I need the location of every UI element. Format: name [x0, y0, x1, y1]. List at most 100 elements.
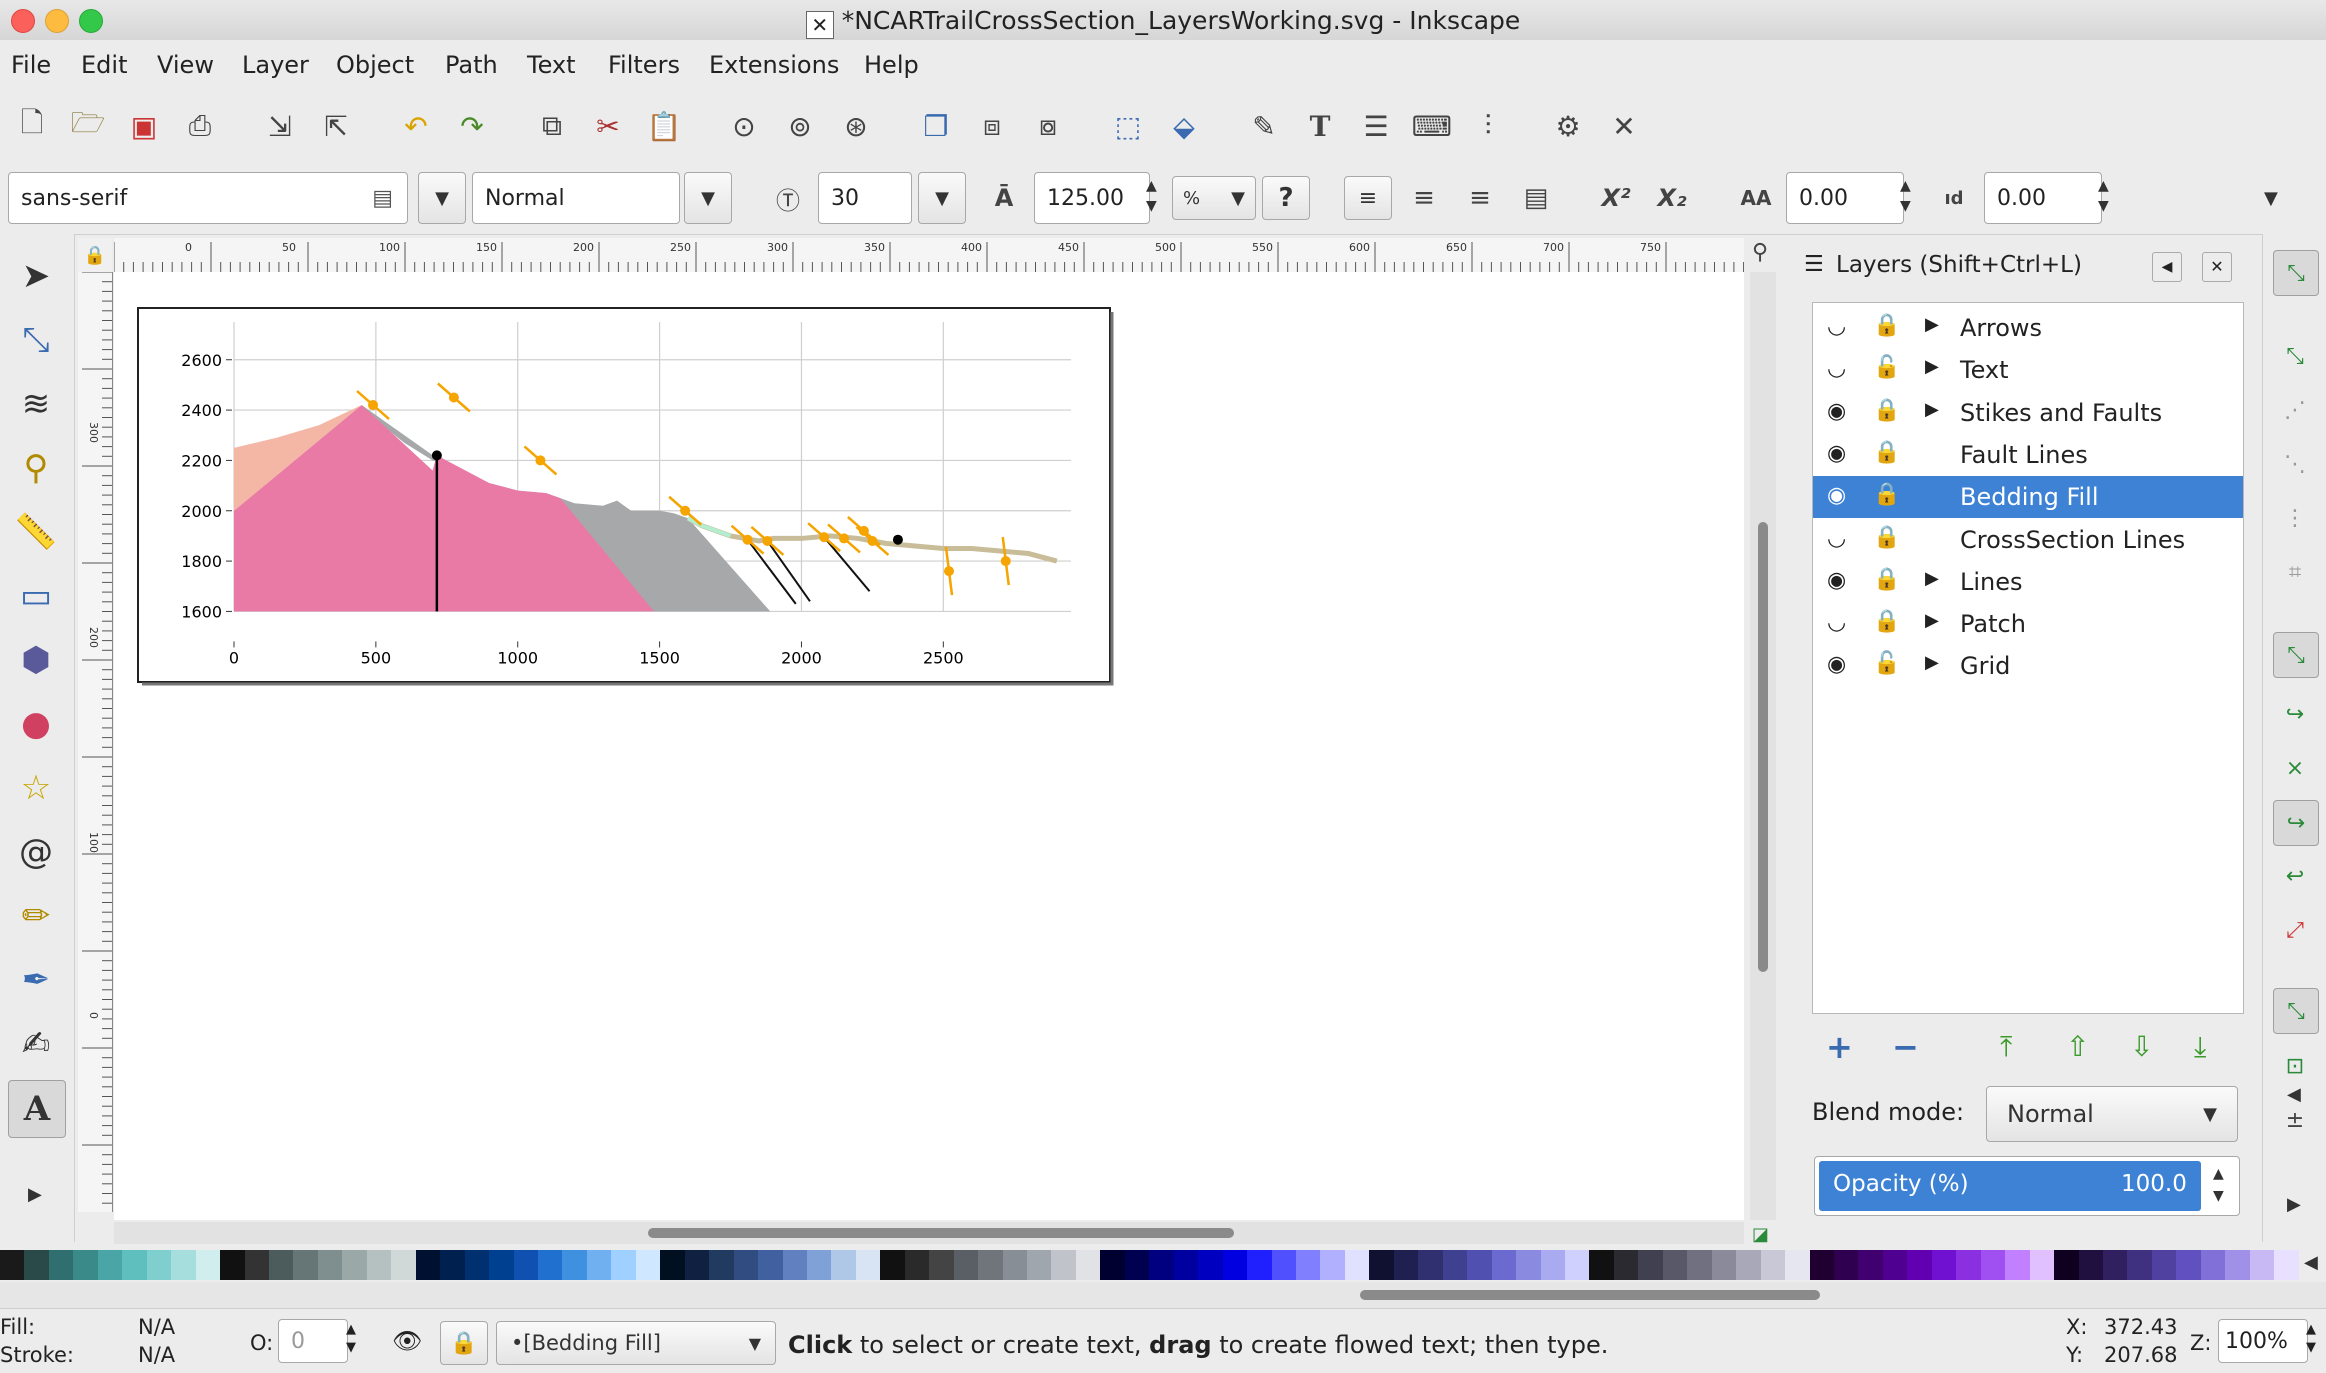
- star-tool-icon[interactable]: ☆: [20, 768, 52, 808]
- palette-swatch[interactable]: [733, 1250, 759, 1280]
- lower-to-bottom-icon[interactable]: ⤓: [2194, 1030, 2207, 1063]
- palette-swatch[interactable]: [1222, 1250, 1248, 1280]
- horizontal-scroll-thumb[interactable]: [648, 1228, 1234, 1238]
- palette-swatch[interactable]: [1565, 1250, 1590, 1280]
- palette-swatch[interactable]: [1467, 1250, 1492, 1280]
- snap-paths-icon[interactable]: ↪: [2285, 701, 2305, 727]
- subscript-icon[interactable]: X₂: [1657, 184, 1687, 212]
- blend-mode-select[interactable]: Normal ▼: [1986, 1086, 2238, 1142]
- zoom-input[interactable]: 100%: [2218, 1319, 2308, 1363]
- palette-swatch[interactable]: [1198, 1250, 1223, 1280]
- zoom-tool-icon[interactable]: ⚲: [23, 448, 49, 488]
- palette-swatch[interactable]: [1785, 1250, 1810, 1280]
- canvas[interactable]: 0 500 1000 1500 2000 2500 2600 2400 2200 2000 1800…: [114, 272, 1744, 1220]
- lock-icon[interactable]: 🔒: [1873, 439, 1901, 465]
- palette-swatch[interactable]: [2102, 1250, 2128, 1280]
- palette-swatch[interactable]: [1442, 1250, 1468, 1280]
- palette-swatch[interactable]: [1882, 1250, 1908, 1280]
- close-window-button[interactable]: [11, 9, 35, 33]
- palette-scrollbar[interactable]: [0, 1282, 2326, 1308]
- opacity-field[interactable]: Opacity (%) 100.0 ▲ ▼: [1814, 1156, 2240, 1216]
- layers-icon[interactable]: ☰: [1363, 109, 1389, 143]
- eye-icon[interactable]: ◉: [1827, 440, 1847, 466]
- color-palette[interactable]: [0, 1250, 2326, 1280]
- minimize-window-button[interactable]: [45, 9, 69, 33]
- export-icon[interactable]: ⇱: [324, 109, 348, 143]
- palette-swatch[interactable]: [1149, 1250, 1174, 1280]
- palette-swatch[interactable]: [489, 1250, 514, 1280]
- palette-swatch[interactable]: [1002, 1250, 1028, 1280]
- palette-swatch[interactable]: [1271, 1250, 1297, 1280]
- remove-layer-icon[interactable]: −: [1892, 1028, 1919, 1066]
- palette-scroll-thumb[interactable]: [1360, 1290, 1820, 1300]
- palette-swatch[interactable]: [1075, 1250, 1101, 1280]
- palette-swatch[interactable]: [929, 1250, 954, 1280]
- lock-icon[interactable]: 🔒: [1873, 397, 1901, 423]
- zoom-drawing-icon[interactable]: ⊚: [788, 109, 812, 143]
- palette-swatch[interactable]: [880, 1250, 905, 1280]
- palette-swatch[interactable]: [2054, 1250, 2079, 1280]
- menu-object[interactable]: Object: [336, 51, 415, 79]
- eye-closed-icon[interactable]: ◡: [1827, 314, 1847, 339]
- layer-row[interactable]: ◉ 🔓 ▶ Grid: [1813, 645, 2243, 687]
- palette-swatch[interactable]: [122, 1250, 147, 1280]
- lower-layer-icon[interactable]: ⇩: [2130, 1030, 2154, 1063]
- horizontal-scrollbar[interactable]: [114, 1222, 1744, 1244]
- palette-swatch[interactable]: [904, 1250, 930, 1280]
- menu-help[interactable]: Help: [864, 51, 919, 79]
- selector-tool-icon[interactable]: ➤: [21, 256, 51, 296]
- redo-icon[interactable]: ↷: [460, 109, 484, 143]
- palette-swatch[interactable]: [1907, 1250, 1932, 1280]
- opacity-stepper[interactable]: ▲ ▼: [2213, 1166, 2224, 1204]
- palette-swatch[interactable]: [171, 1250, 196, 1280]
- pencil-tool-icon[interactable]: ✏: [21, 896, 51, 936]
- fill-value[interactable]: N/A: [138, 1315, 176, 1339]
- palette-swatch[interactable]: [440, 1250, 465, 1280]
- palette-swatch[interactable]: [1051, 1250, 1076, 1280]
- eye-icon[interactable]: ◉: [1827, 652, 1847, 678]
- palette-swatch[interactable]: [268, 1250, 294, 1280]
- document-properties-icon[interactable]: ⚙: [1555, 109, 1581, 143]
- eye-closed-icon[interactable]: ◡: [1827, 525, 1847, 551]
- palette-swatch[interactable]: [1027, 1250, 1052, 1280]
- lock-icon[interactable]: 🔒: [1873, 313, 1901, 338]
- palette-swatch[interactable]: [1833, 1250, 1859, 1280]
- palette-swatch[interactable]: [562, 1250, 587, 1280]
- layer-row[interactable]: ◡ 🔓 ▶ Text: [1813, 349, 2243, 391]
- palette-swatch[interactable]: [97, 1250, 123, 1280]
- palette-swatch[interactable]: [366, 1250, 392, 1280]
- zoom-stepper[interactable]: ▲ ▼: [2306, 1322, 2316, 1355]
- palette-swatch[interactable]: [317, 1250, 343, 1280]
- calligraphy-tool-icon[interactable]: ✍: [21, 1024, 51, 1064]
- palette-swatch[interactable]: [1418, 1250, 1443, 1280]
- palette-swatch[interactable]: [2249, 1250, 2275, 1280]
- palette-swatch[interactable]: [2127, 1250, 2152, 1280]
- palette-swatch[interactable]: [391, 1250, 416, 1280]
- palette-swatch[interactable]: [1809, 1250, 1834, 1280]
- layer-visibility-eye-icon[interactable]: 👁: [392, 1327, 423, 1355]
- pen-tool-icon[interactable]: ✒: [21, 960, 51, 1000]
- zoom-corner-icon[interactable]: ⚲: [1752, 240, 1769, 265]
- fill-stroke-icon[interactable]: ✎: [1252, 109, 1276, 143]
- palette-swatch[interactable]: [1638, 1250, 1663, 1280]
- palette-swatch[interactable]: [195, 1250, 221, 1280]
- raise-to-top-icon[interactable]: ⤒: [2000, 1030, 2013, 1063]
- unlock-icon[interactable]: 🔓: [1873, 651, 1901, 677]
- font-family-dropdown-button[interactable]: ▼: [418, 172, 466, 224]
- eye-closed-icon[interactable]: ◡: [1827, 356, 1847, 382]
- paste-icon[interactable]: 📋: [646, 109, 682, 143]
- add-layer-icon[interactable]: +: [1826, 1028, 1853, 1066]
- palette-swatch[interactable]: [1540, 1250, 1565, 1280]
- measure-tool-icon[interactable]: 📏: [14, 512, 58, 552]
- palette-swatch[interactable]: [1687, 1250, 1712, 1280]
- palette-swatch[interactable]: [1393, 1250, 1419, 1280]
- panel-collapse-button[interactable]: ◀: [2152, 252, 2182, 282]
- line-spacing-input[interactable]: 125.00: [1034, 172, 1150, 224]
- font-family-input[interactable]: sans-serif ▤: [8, 172, 408, 224]
- palette-swatch[interactable]: [2176, 1250, 2201, 1280]
- menu-layer[interactable]: Layer: [242, 51, 309, 79]
- palette-swatch[interactable]: [146, 1250, 172, 1280]
- justify-icon[interactable]: ▤: [1523, 183, 1549, 213]
- zoom-page-icon[interactable]: ⊛: [844, 109, 868, 143]
- palette-swatch[interactable]: [1589, 1250, 1614, 1280]
